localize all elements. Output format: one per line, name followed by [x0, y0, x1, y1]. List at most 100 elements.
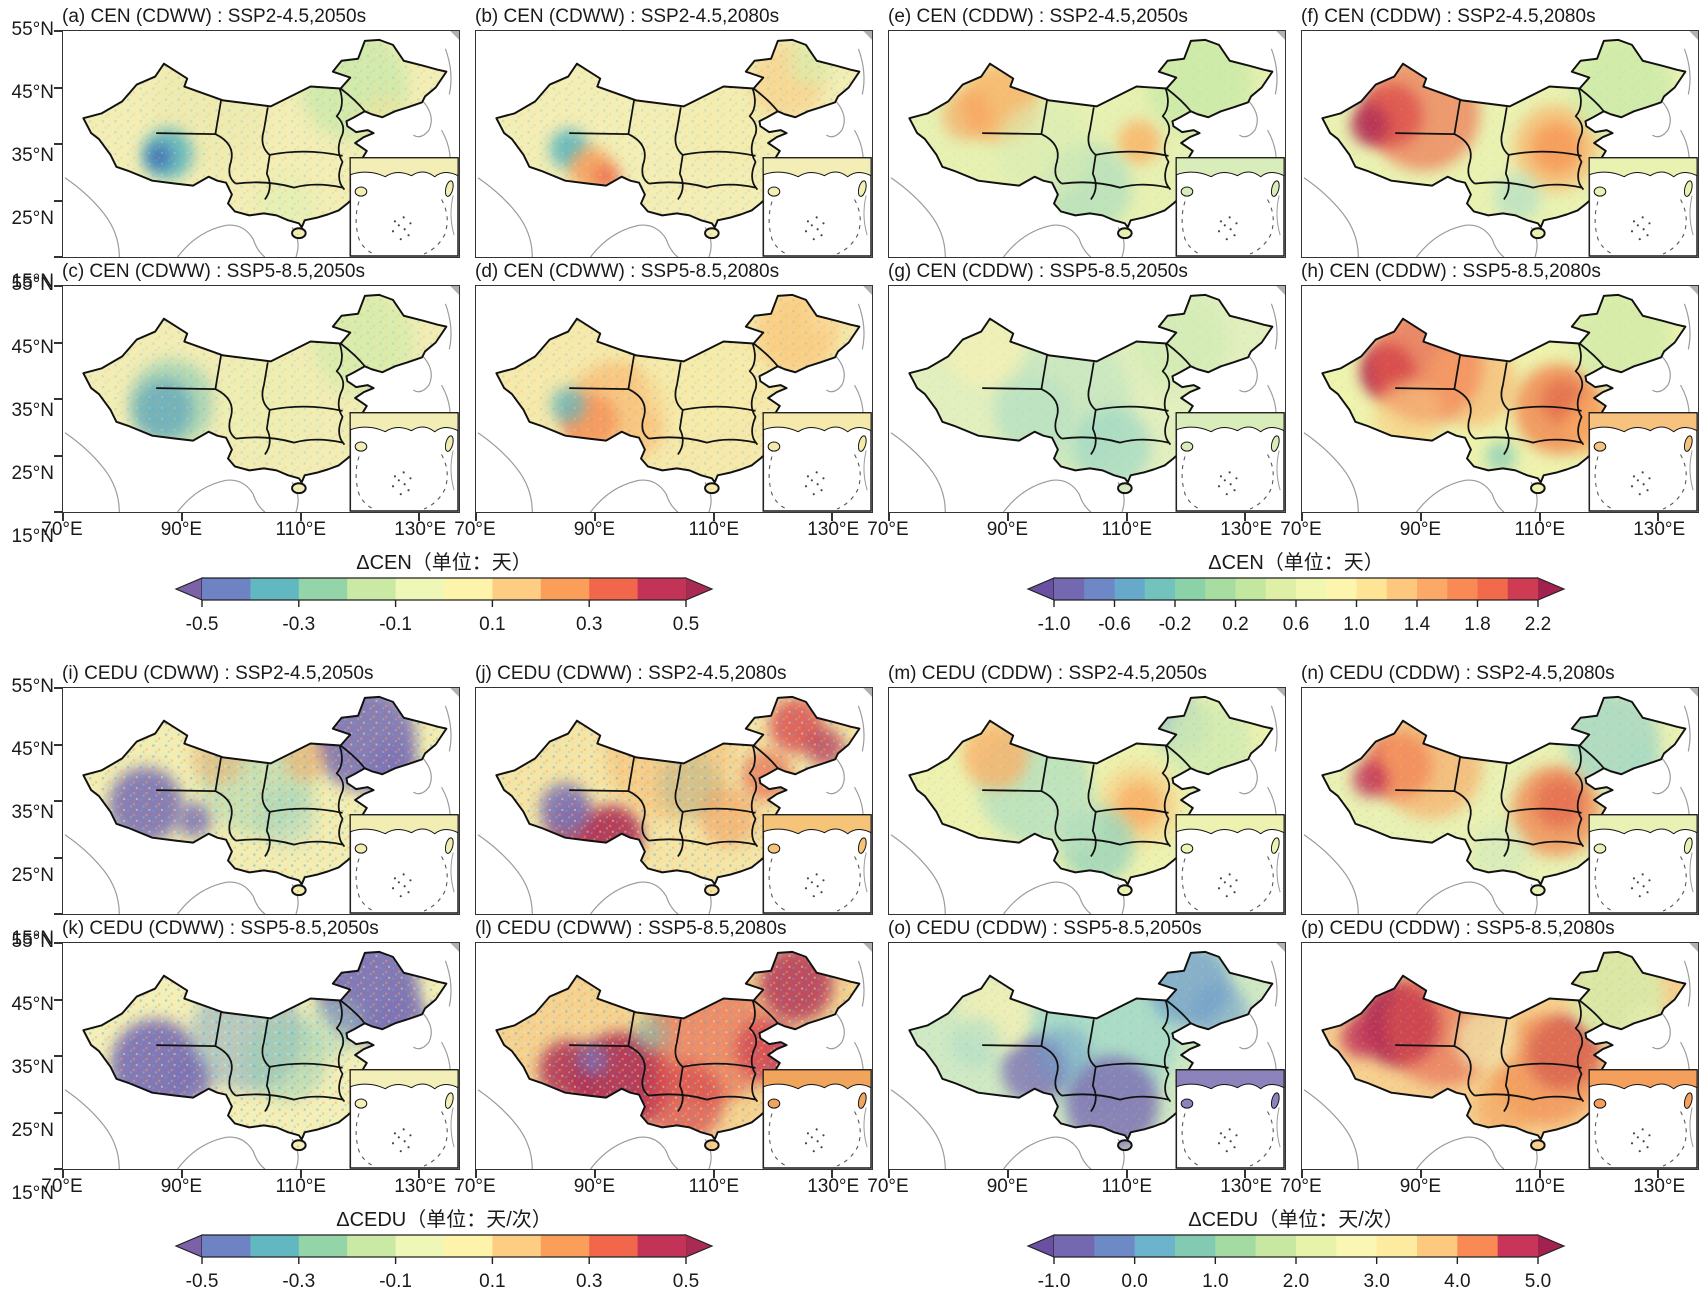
- y-tick-label: 15°N: [11, 1183, 54, 1204]
- south-china-sea-inset: [1175, 412, 1285, 512]
- y-tick-label: 55°N: [11, 931, 54, 952]
- map-plot-g: [888, 285, 1286, 521]
- y-tick-label: 35°N: [11, 802, 54, 823]
- y-tick-mark: [54, 30, 63, 32]
- x-tick-mark: [1657, 512, 1660, 521]
- taiwan-island: [1270, 1092, 1280, 1109]
- taiwan-island: [857, 837, 867, 854]
- x-tick-mark: [1125, 512, 1128, 521]
- colorbar-tick-label: 0.1: [479, 614, 506, 635]
- map-plot-e: [888, 30, 1286, 258]
- china-map: [64, 943, 459, 1169]
- colorbar-half-left: ΔCEDU（单位：天/次） -0.5 -0.3 -0.1 0.1 0.3 0.5: [0, 1208, 888, 1310]
- colorbar-tick-label: 0.0: [1121, 1271, 1148, 1292]
- y-tick-label: 25°N: [11, 1120, 54, 1141]
- colorbar-tick-label: 0.3: [575, 614, 603, 635]
- island-specks: [391, 1128, 412, 1153]
- hainan-island: [1593, 186, 1607, 197]
- x-tick-mark: [712, 512, 715, 521]
- x-tick-label: 90°E: [573, 519, 616, 540]
- panel-title-m: (m) CEDU (CDDW) : SSP2-4.5,2050s: [888, 663, 1207, 684]
- x-axis-labels: 70°E 90°E 110°E 130°E: [1280, 519, 1699, 547]
- x-axis-labels: 70°E 90°E 110°E 130°E: [41, 1176, 460, 1204]
- x-tick-mark: [831, 1169, 834, 1178]
- hainan-island: [1593, 843, 1607, 854]
- y-tick-mark: [54, 199, 63, 202]
- taiwan-island: [857, 1092, 867, 1109]
- x-tick-mark: [1419, 512, 1422, 521]
- south-china-sea-inset: [1175, 814, 1285, 914]
- x-tick-mark: [888, 512, 890, 521]
- x-tick-label: 90°E: [160, 1176, 203, 1197]
- x-tick-mark: [1301, 1169, 1303, 1178]
- x-tick-label: 70°E: [454, 1176, 496, 1197]
- colorbar-half-right: ΔCEDU（单位：天/次） -1.0 0.0 1.0 2.0 3.0 4.0 5.0: [888, 1208, 1704, 1310]
- hainan-island: [354, 1098, 368, 1109]
- hainan-island: [1180, 1098, 1194, 1109]
- colorbar-tick-labels: -1.0 -0.6 -0.2 0.2 0.6 1.0 1.4 1.8 2.2: [1026, 614, 1566, 638]
- x-tick-mark: [180, 1169, 183, 1178]
- colorbar-tick-label: 1.4: [1403, 614, 1431, 635]
- colorbar-tick-label: -0.3: [282, 614, 316, 635]
- y-tick-mark: [54, 454, 63, 457]
- y-tick-label: 45°N: [11, 739, 54, 760]
- x-tick-mark: [888, 1169, 890, 1178]
- hainan-island: [1180, 441, 1194, 452]
- south-china-sea-inset: [349, 814, 459, 914]
- colorbar-scale: [174, 577, 714, 607]
- y-tick-label: 15°N: [11, 271, 54, 292]
- x-tick-mark: [593, 1169, 596, 1178]
- y-tick-label: 15°N: [11, 928, 54, 949]
- map-plot-l: [475, 942, 873, 1178]
- china-map: [477, 688, 872, 914]
- taiwan-island: [1270, 180, 1280, 197]
- colorbar-CEN-CDWW: ΔCEN（单位：天） -0.5 -0.3 -0.1 0.1 0.3 0.5: [174, 551, 714, 653]
- hainan-island: [767, 441, 781, 452]
- colorbar-CEDU-CDWW: ΔCEDU（单位：天/次） -0.5 -0.3 -0.1 0.1 0.3 0.5: [174, 1208, 714, 1310]
- x-tick-label: 110°E: [688, 519, 740, 540]
- y-tick-label: 55°N: [11, 676, 54, 697]
- map-plot-d: [475, 285, 873, 521]
- x-tick-mark: [1419, 1169, 1422, 1178]
- taiwan-island: [1683, 435, 1693, 452]
- colorbar-tick-label: -0.1: [379, 1271, 412, 1292]
- china-map: [890, 286, 1285, 512]
- y-tick-mark: [54, 86, 63, 89]
- map-plot-h: [1301, 285, 1699, 521]
- map-panel-c: (c) CEN (CDWW) : SSP5-8.5,2050s 70°E 90°E…: [41, 261, 460, 547]
- island-specks: [1630, 873, 1651, 898]
- panel-title-i: (i) CEDU (CDWW) : SSP2-4.5,2050s: [62, 663, 374, 684]
- map-panel-l: (l) CEDU (CDWW) : SSP5-8.5,2080s 70°E 90°…: [454, 918, 873, 1204]
- colorbar-left-arrow: [1026, 1234, 1055, 1258]
- panel-title-n: (n) CEDU (CDDW) : SSP2-4.5,2080s: [1301, 663, 1615, 684]
- y-tick-label: 25°N: [11, 463, 54, 484]
- x-tick-label: 90°E: [160, 519, 203, 540]
- colorbar-half-left: ΔCEN（单位：天） -0.5 -0.3 -0.1 0.1 0.3 0.5: [0, 551, 888, 653]
- island-specks: [1630, 216, 1651, 241]
- china-map: [890, 943, 1285, 1169]
- x-tick-label: 90°E: [1399, 519, 1442, 540]
- colorbar-tick-label: -0.5: [185, 1271, 219, 1292]
- china-map: [477, 31, 872, 257]
- island-specks: [391, 471, 412, 496]
- china-map: [1303, 688, 1698, 914]
- taiwan-island: [444, 837, 454, 854]
- y-tick-mark: [54, 398, 63, 400]
- island-specks: [1217, 1128, 1238, 1153]
- colorbar-CEDU-CDDW: ΔCEDU（单位：天/次） -1.0 0.0 1.0 2.0 3.0 4.0 5.0: [1026, 1208, 1566, 1310]
- colorbar-label: ΔCEDU（单位：天/次）: [1188, 1209, 1404, 1231]
- y-axis-gutter: 55°N 45°N 35°N 25°N 15°N: [0, 261, 62, 547]
- x-axis-labels: 70°E 90°E 110°E 130°E: [1280, 1176, 1699, 1204]
- x-tick-mark: [1244, 512, 1247, 521]
- panel-title-h: (h) CEN (CDDW) : SSP5-8.5,2080s: [1301, 261, 1601, 282]
- colorbar-tick-label: 2.0: [1282, 1271, 1310, 1292]
- x-tick-mark: [712, 1169, 715, 1178]
- hainan-island: [767, 1098, 781, 1109]
- y-tick-mark: [54, 856, 63, 859]
- colorbar-right-arrow: [685, 1234, 714, 1258]
- colorbar-row-CEDU: ΔCEDU（单位：天/次） -0.5 -0.3 -0.1 0.1 0.3 0.5 ΔCEDU…: [0, 1208, 1704, 1310]
- x-tick-mark: [418, 1169, 421, 1178]
- map-panel-b: (b) CEN (CDWW) : SSP2-4.5,2080s: [475, 6, 873, 258]
- map-plot-k: [54, 942, 460, 1178]
- south-china-sea-inset: [1175, 1069, 1285, 1169]
